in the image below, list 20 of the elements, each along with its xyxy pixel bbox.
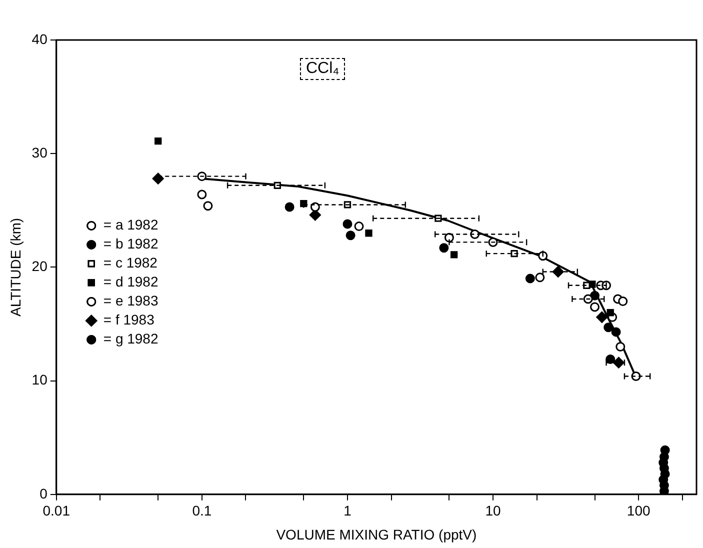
x-axis-title: VOLUME MIXING RATIO (pptV) — [276, 526, 477, 542]
annotation: CCl₄ — [306, 60, 340, 78]
x-tick-label: 1 — [344, 502, 352, 519]
legend-label: = a 1982 — [103, 216, 158, 233]
legend-label: = e 1983 — [103, 292, 158, 309]
y-tick-label: 30 — [32, 144, 48, 160]
legend-label: = g 1982 — [103, 330, 158, 347]
x-tick-label: 0.1 — [192, 502, 212, 519]
x-tick-label: 0.01 — [42, 502, 70, 519]
legend-label: = f 1983 — [103, 312, 155, 328]
x-tick-label: 10 — [485, 502, 502, 519]
y-tick-label: 40 — [32, 30, 48, 47]
y-tick-label: 10 — [32, 372, 48, 388]
legend-label: = d 1982 — [103, 274, 158, 290]
y-axis-title: ALTITUDE (km) — [7, 218, 24, 316]
legend-label: = c 1982 — [103, 254, 158, 271]
y-tick-label: 20 — [32, 258, 48, 274]
legend-label: = b 1982 — [103, 236, 158, 252]
x-tick-label: 100 — [626, 502, 650, 519]
y-tick-label: 0 — [40, 485, 48, 502]
